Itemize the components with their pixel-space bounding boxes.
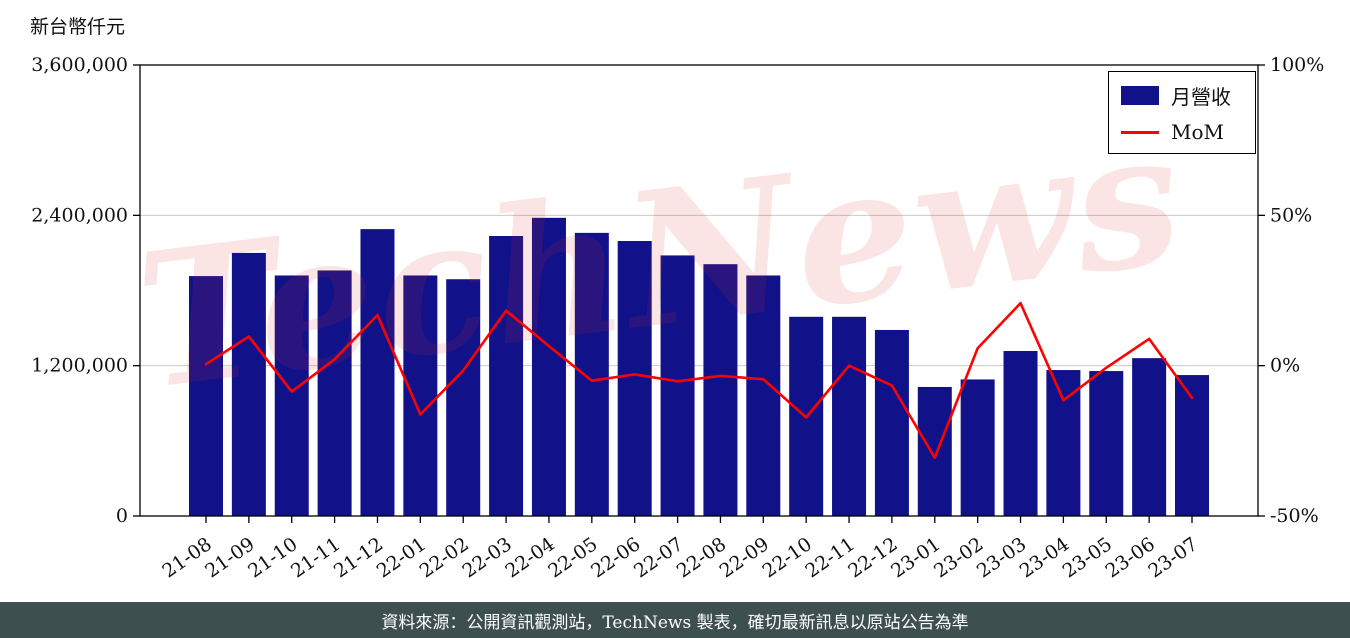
x-axis-tick-label: 22-12: [844, 533, 901, 582]
x-axis-tick-label: 22-01: [373, 533, 430, 582]
legend-item-revenue: 月營收: [1121, 81, 1243, 110]
revenue-bar-23-03: [1003, 351, 1038, 516]
revenue-bar-22-06: [617, 241, 652, 517]
x-axis-tick-label: 21-12: [330, 533, 387, 582]
x-axis-tick-label: 21-10: [244, 533, 301, 582]
x-axis-tick-label: 22-03: [458, 533, 515, 582]
x-axis-tick-label: 21-09: [201, 533, 258, 582]
revenue-mom-chart: 0 1,200,000 2,400,000 3,600,000 -50% 0% 50% 100…: [31, 54, 1324, 583]
x-axis-tick-label: 23-05: [1059, 533, 1116, 582]
revenue-bar-23-06: [1132, 358, 1167, 516]
revenue-bar-22-12: [874, 329, 909, 516]
revenue-bar-22-04: [531, 217, 566, 517]
source-text: 資料來源：公開資訊觀測站，TechNews 製表，確切最新訊息以原站公告為準: [381, 612, 969, 633]
revenue-bar-22-08: [703, 264, 738, 516]
revenue-bar-21-09: [231, 252, 266, 516]
x-axis-tick-label: 22-11: [801, 533, 858, 582]
x-axis-tick-label: 23-02: [930, 533, 987, 582]
mom-line-swatch: [1121, 130, 1159, 134]
revenue-bar-23-02: [960, 379, 995, 516]
right-axis-tick-label: 50%: [1270, 204, 1312, 226]
x-axis-tick-label: 22-06: [587, 533, 644, 582]
left-axis-tick-label: 2,400,000: [31, 204, 128, 226]
revenue-bar-22-03: [489, 236, 524, 517]
revenue-bar-21-12: [360, 229, 395, 516]
revenue-bar-swatch: [1121, 86, 1159, 105]
revenue-bar-22-07: [660, 255, 695, 516]
x-axis-tick-label: 21-11: [287, 533, 344, 582]
revenue-bar-22-01: [403, 275, 438, 516]
x-axis-tick-label: 22-09: [716, 533, 773, 582]
left-axis-unit-label: 新台幣仟元: [30, 16, 126, 38]
right-axis-tick-label: 100%: [1270, 54, 1324, 76]
revenue-bar-21-11: [317, 270, 352, 516]
x-axis-tick-label: 22-08: [673, 533, 730, 582]
revenue-bar-22-11: [832, 316, 867, 516]
source-footer: 資料來源：公開資訊觀測站，TechNews 製表，確切最新訊息以原站公告為準: [0, 602, 1350, 638]
revenue-bar-23-01: [917, 386, 952, 516]
revenue-bar-22-05: [574, 232, 609, 516]
x-axis-tick-label: 22-05: [544, 533, 601, 582]
mom-line: [204, 301, 1194, 459]
x-axis-tick-label: 23-07: [1144, 533, 1201, 582]
revenue-bar-21-10: [274, 275, 309, 516]
revenue-bar-22-09: [746, 275, 781, 516]
legend-label-revenue: 月營收: [1171, 85, 1231, 109]
left-axis-tick-label: 0: [116, 505, 128, 527]
x-axis-tick-label: 22-04: [501, 533, 558, 582]
x-axis-tick-label: 23-04: [1016, 533, 1073, 582]
x-axis-tick-label: 21-08: [158, 533, 215, 582]
legend-item-mom: MoM: [1121, 120, 1243, 144]
legend-label-mom: MoM: [1171, 120, 1224, 144]
revenue-bar-22-02: [446, 279, 481, 516]
revenue-bar-21-08: [189, 276, 223, 516]
x-axis-tick-label: 22-10: [759, 533, 816, 582]
x-axis-tick-label: 23-03: [973, 533, 1030, 582]
revenue-bar-23-04: [1046, 370, 1081, 516]
left-axis-tick-label: 1,200,000: [31, 355, 128, 377]
plot-frame: [139, 64, 1259, 517]
x-axis-tick-label: 23-06: [1102, 533, 1159, 582]
chart-legend: 月營收 MoM: [1108, 71, 1256, 154]
x-axis-tick-label: 22-02: [416, 533, 473, 582]
right-axis-tick-label: -50%: [1270, 505, 1319, 527]
right-axis-tick-label: 0%: [1270, 355, 1300, 377]
revenue-bar-23-05: [1089, 371, 1124, 516]
x-axis-tick-label: 22-07: [630, 533, 687, 582]
left-axis-tick-label: 3,600,000: [31, 54, 128, 76]
x-axis-tick-label: 23-01: [887, 533, 944, 582]
